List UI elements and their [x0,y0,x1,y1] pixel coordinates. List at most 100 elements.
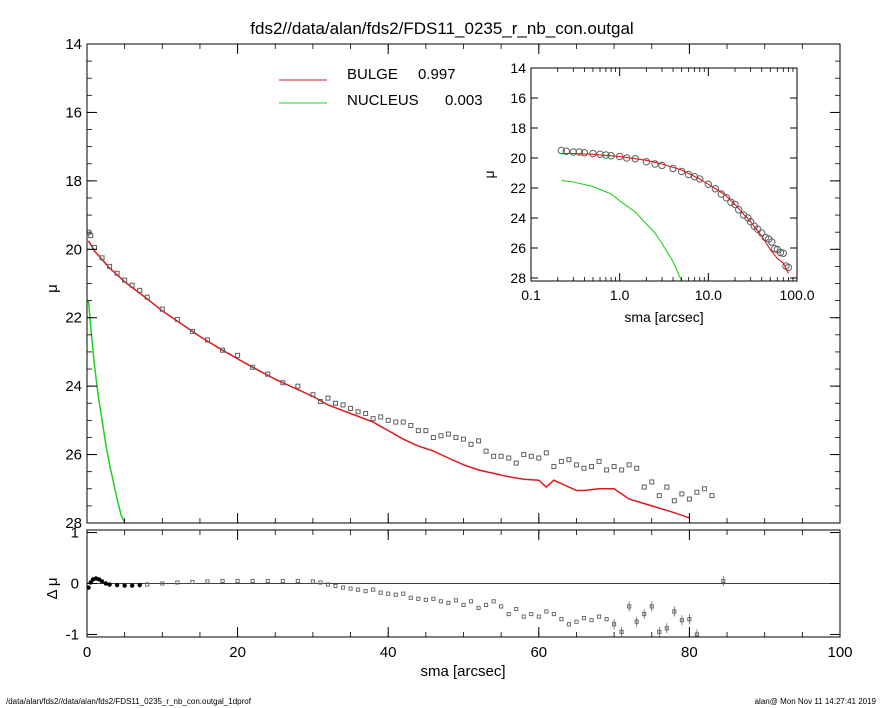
main-data-point [679,491,685,497]
main-data-point [385,417,391,423]
residual-point [190,579,195,585]
residual-point [145,582,150,587]
residual-point [356,587,361,592]
main-data-point [430,434,436,440]
residual-point [476,605,481,611]
residual-point [393,592,398,597]
residual-point [627,604,632,609]
footer-timestamp: alan@ Mon Nov 11 14:27:41 2019 [754,697,876,706]
inset-data-point [727,198,735,206]
inset-data-point [711,185,720,193]
residual-point [529,612,534,617]
residual-point [310,579,315,584]
main-data-point [709,493,715,499]
residual-point [408,595,413,600]
inset-data-point [753,225,762,233]
residual-point [642,612,647,617]
inset-series-nucleus [561,179,683,281]
inset-data-point [651,160,659,168]
residual-point [574,619,579,624]
main-data-point [88,233,94,239]
main-data-point [468,441,474,447]
residual-point [634,619,639,624]
residual-point [687,617,692,622]
inset-data-point [696,175,704,183]
main-data-point [506,455,512,461]
inset-xtick-label: 0.1 [521,287,541,303]
main-series-bulge [87,240,690,519]
residual-point [103,581,109,586]
main-data-point [611,464,617,470]
residual-xtick-label: 40 [380,644,397,661]
residual-point [619,629,624,634]
residual-panel: 0 20 40 60 80 100-101 sma [arcsec] Δ μ [44,525,853,680]
residual-point [235,578,240,584]
residual-ytick-label: 1 [71,525,79,542]
residual-point [468,599,474,604]
main-data-point [581,465,587,471]
inset-xtick-label: 100.0 [779,287,814,303]
main-data-point [573,462,579,468]
inset-ytick-label: 20 [510,150,526,166]
main-data-point [122,277,128,283]
residual-point [175,580,180,585]
residual-point [536,614,541,619]
residual-point [378,590,383,595]
inset-data-point [562,147,570,155]
residual-point [484,602,489,607]
inset-ytick-label: 14 [510,60,526,76]
main-data-point [174,316,180,322]
main-data-point [280,380,286,386]
main-data-point [107,263,113,269]
residual-point [596,614,602,619]
main-data-point [686,496,692,502]
residual-point [694,632,699,637]
inset-data-point [768,238,776,246]
main-data-point [558,458,564,464]
main-data-point [634,465,640,471]
residual-ytick-label: 0 [71,576,79,593]
main-data-point [220,347,226,353]
residual-point [87,585,91,590]
chart-title: fds2//data/alan/fds2/FDS11_0235_r_nb_con… [250,19,633,38]
main-ytick-label: 20 [65,241,82,258]
residual-xtick-label: 100 [827,644,852,661]
residual-ytick-label: -1 [66,626,79,643]
main-data-point [415,428,421,434]
residual-point [348,586,353,591]
main-data-point [400,419,406,425]
inset-plot-frame [530,67,798,282]
residual-point [107,582,112,587]
residual-point [137,582,142,588]
main-ylabel: μ [44,284,61,293]
residual-xtick-label: 60 [530,644,547,661]
main-data-point [656,493,662,499]
main-data-point [408,422,414,428]
main-data-point [476,438,482,444]
residual-point [612,622,617,627]
main-data-point [114,270,120,276]
residual-point [438,599,443,604]
inset-xtick-label: 1.0 [610,287,630,303]
inset-data-point [744,214,752,222]
residual-point [589,618,594,623]
inset-ylabel: μ [481,170,497,178]
residual-point [423,597,428,602]
residual-point [416,596,421,601]
main-data-point [393,419,399,425]
residual-point [99,579,105,584]
inset-data-point [580,149,589,157]
main-data-point [626,462,632,468]
main-data-point [461,436,466,442]
main-data-point [589,464,595,470]
main-data-point [619,467,625,473]
inset-data-point [557,146,566,155]
residual-ylabel: Δ μ [44,577,61,599]
residual-point [386,591,391,596]
main-data-point [551,464,557,470]
residual-point [250,578,255,584]
main-data-point [536,455,542,461]
main-data-point [144,294,150,300]
footer-path: /data/alan/fds2//data/alan/fds2/FDS11_02… [6,697,251,706]
inset-ytick-label: 18 [510,120,526,136]
